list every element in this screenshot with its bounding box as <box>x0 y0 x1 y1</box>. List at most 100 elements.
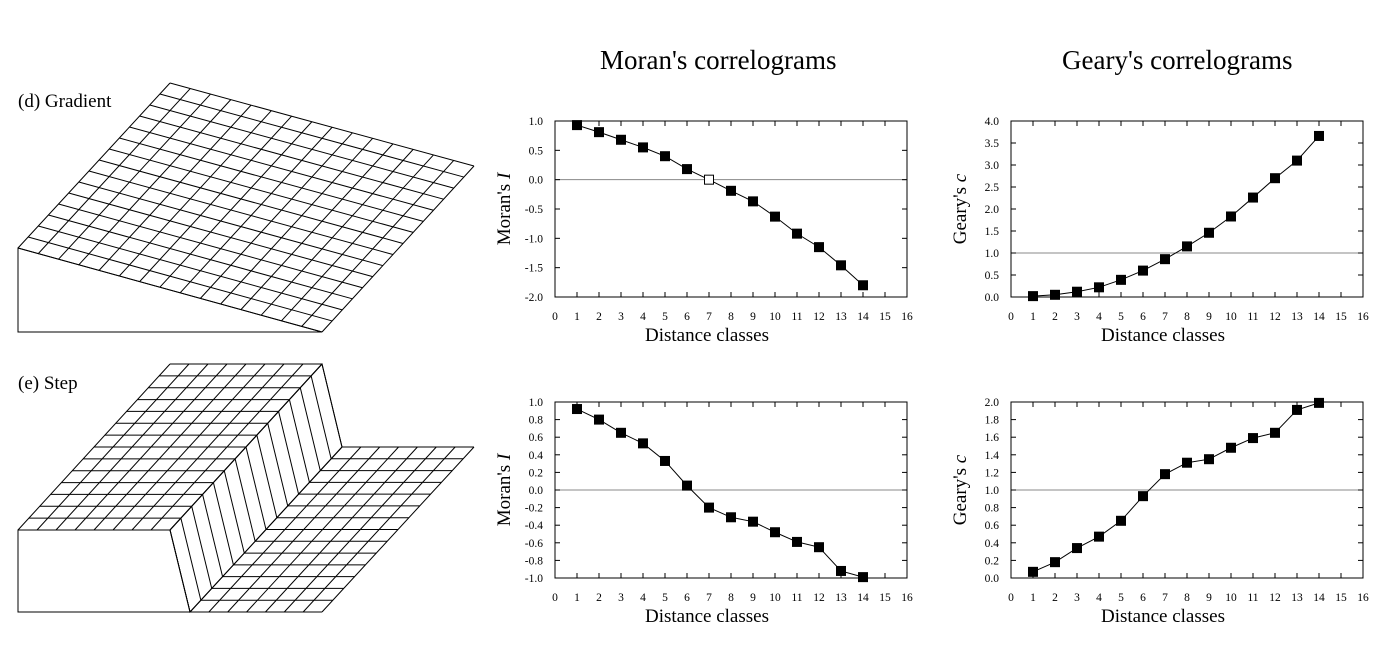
x-tick-label: 2 <box>596 311 602 323</box>
y-tick-label: 0.8 <box>529 415 544 427</box>
y-tick-label: 3.0 <box>985 160 1000 172</box>
y-tick-label: -1.0 <box>525 233 543 245</box>
grid-line <box>180 518 202 601</box>
data-point <box>836 260 846 271</box>
x-tick-label: 1 <box>1030 592 1036 604</box>
x-tick-label: 11 <box>791 311 802 323</box>
x-tick-label: 6 <box>1140 311 1146 323</box>
data-point <box>1204 454 1214 465</box>
grid-line <box>278 411 300 495</box>
y-tick-label: -1.5 <box>525 263 543 275</box>
data-point <box>638 142 648 153</box>
grid-line <box>267 423 289 507</box>
grid-line <box>68 192 373 278</box>
x-tick-label: 2 <box>1052 311 1058 323</box>
y-tick-label: 3.5 <box>985 138 1000 150</box>
x-tick-label: 0 <box>552 592 558 604</box>
y-tick-label: 1.8 <box>985 415 1000 427</box>
grid-line <box>200 132 353 299</box>
grid-line <box>17 247 323 333</box>
grid-line <box>159 121 313 288</box>
y-tick-label: 1.0 <box>985 485 1000 497</box>
x-tick-label: 15 <box>879 592 891 604</box>
grid-line <box>17 82 171 249</box>
x-tick-label: 16 <box>901 592 913 604</box>
grid-line <box>139 115 444 200</box>
grid-line <box>281 154 434 322</box>
y-tick-label: -0.4 <box>525 520 543 532</box>
y-tick-label: 0.0 <box>985 573 1000 585</box>
grid-line <box>78 99 232 266</box>
data-point <box>770 211 780 222</box>
x-tick-label: 15 <box>1335 592 1347 604</box>
x-tick-label: 12 <box>1269 311 1281 323</box>
surface-illustrations <box>17 82 475 614</box>
grid-line <box>321 165 475 333</box>
y-tick-label: 0.8 <box>985 503 1000 515</box>
y-tick-label: -1.0 <box>525 573 543 585</box>
y-tick-label: -0.2 <box>525 503 543 515</box>
x-tick-label: 1 <box>1030 311 1036 323</box>
y-tick-label: 2.0 <box>985 397 1000 409</box>
y-tick-label: 0.0 <box>529 485 544 497</box>
y-tick-label: 0.0 <box>529 175 544 187</box>
x-tick-label: 4 <box>1096 592 1102 604</box>
x-tick-label: 4 <box>640 592 646 604</box>
x-tick-label: 8 <box>1184 592 1190 604</box>
data-point <box>1182 241 1192 252</box>
x-tick-label: 3 <box>618 311 624 323</box>
gradient-surface-diagram <box>17 82 475 333</box>
grid-line <box>212 482 234 565</box>
grid-line <box>28 236 333 322</box>
x-tick-label: 6 <box>1140 592 1146 604</box>
x-tick-label: 9 <box>750 311 756 323</box>
x-tick-label: 3 <box>1074 592 1080 604</box>
grid-line <box>149 104 454 189</box>
x-tick-label: 10 <box>1225 592 1237 604</box>
data-point <box>1072 286 1082 297</box>
y-tick-label: -0.8 <box>525 555 543 567</box>
x-tick-label: 6 <box>684 592 690 604</box>
data-point <box>1050 289 1060 300</box>
y-tick-label: 0.2 <box>985 555 1000 567</box>
data-point <box>594 414 604 425</box>
x-tick-label: 8 <box>1184 311 1190 323</box>
grid-line <box>38 225 343 311</box>
data-point <box>1292 404 1302 415</box>
grid-line <box>88 170 394 256</box>
x-tick-label: 15 <box>1335 311 1347 323</box>
x-tick-label: 16 <box>901 311 913 323</box>
data-point <box>704 502 714 513</box>
grid-line <box>245 446 267 530</box>
step-row-label: (e) Step <box>18 373 78 394</box>
grid-line <box>169 529 191 613</box>
data-point <box>1270 173 1280 184</box>
y-tick-label: 0.6 <box>529 432 544 444</box>
data-point-open <box>704 174 714 185</box>
data-point <box>1226 442 1236 453</box>
data-point <box>858 572 868 583</box>
y-tick-label: 4.0 <box>985 116 1000 128</box>
data-point <box>1160 254 1170 265</box>
data-point <box>726 185 736 196</box>
data-point <box>616 427 626 438</box>
x-tick-label: 1 <box>574 311 580 323</box>
y-tick-label: 2.5 <box>985 182 1000 194</box>
x-tick-label: 14 <box>857 311 869 323</box>
grid-line <box>301 160 455 327</box>
y-tick-label: 1.0 <box>529 397 544 409</box>
grid-line <box>119 137 424 222</box>
x-tick-label: 10 <box>769 592 781 604</box>
x-tick-label: 16 <box>1357 311 1369 323</box>
grid-line <box>169 82 475 167</box>
x-tick-label: 13 <box>835 311 847 323</box>
x-tick-label: 7 <box>1162 592 1168 604</box>
y-tick-label: 0.6 <box>985 520 1000 532</box>
y-tick-label: 1.4 <box>985 450 1000 462</box>
y-tick-label: 1.0 <box>529 116 544 128</box>
data-point <box>1314 397 1324 408</box>
y-tick-label: 0.0 <box>985 292 1000 304</box>
